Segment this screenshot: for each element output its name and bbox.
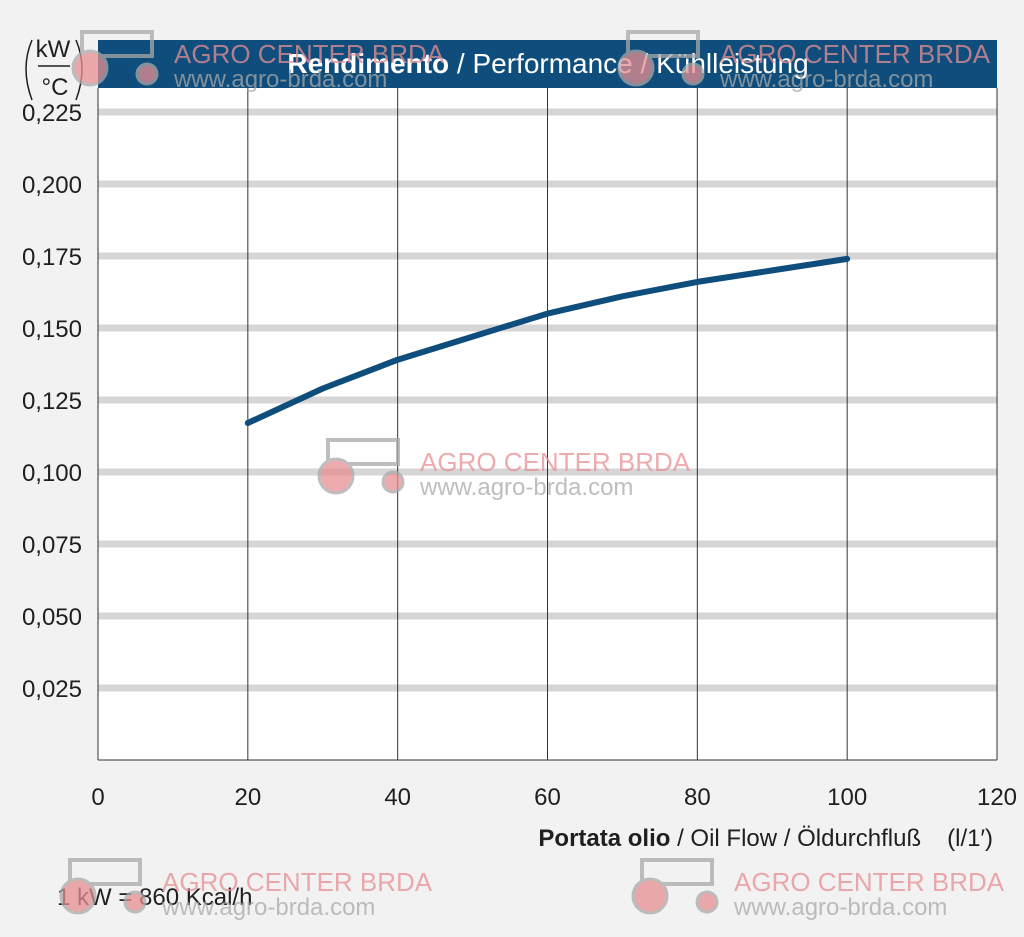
chart-title-bar: Rendimento / Performance / Kühlleistung: [98, 40, 997, 88]
tractor-wheel-icon: [59, 877, 97, 915]
y-unit-left-paren: [25, 39, 33, 101]
x-label-unit: (l/1′): [947, 825, 993, 852]
tractor-wheel-icon: [71, 49, 109, 87]
y-tick-label: 0,225: [22, 100, 82, 127]
x-tick-label: 60: [534, 784, 561, 811]
tractor-wheel-icon: [381, 470, 405, 494]
y-tick-label: 0,075: [22, 532, 82, 559]
series-line: [244, 255, 851, 426]
x-tick-labels: 0 20 40 60 80 100 120: [91, 784, 1017, 811]
y-tick-label: 0,150: [22, 316, 82, 343]
watermark-name: AGRO CENTER BRDA: [420, 447, 691, 477]
y-unit-denominator: °C: [42, 74, 69, 101]
watermark-url: www.agro-brda.com: [733, 894, 947, 921]
tractor-wheel-icon: [317, 457, 355, 495]
y-tick-label: 0,175: [22, 244, 82, 271]
x-label-rest-part: / Oil Flow / Öldurchfluß: [670, 825, 921, 852]
y-tick-label: 0,200: [22, 172, 82, 199]
tractor-wheel-icon: [631, 877, 669, 915]
y-axis-unit: kW °C: [25, 36, 83, 101]
tractor-icon: [640, 858, 714, 886]
tractor-wheel-icon: [695, 890, 719, 914]
x-tick-label: 0: [91, 784, 104, 811]
tractor-wheel-icon: [135, 62, 159, 86]
watermark-url: www.agro-brda.com: [173, 66, 387, 93]
x-tick-label: 100: [827, 784, 867, 811]
data-series: [244, 255, 851, 426]
y-tick-label: 0,100: [22, 460, 82, 487]
x-tick-label: 20: [234, 784, 261, 811]
title-bold-part: Rendimento: [287, 48, 449, 79]
x-tick-label: 120: [977, 784, 1017, 811]
watermark-url: www.agro-brda.com: [161, 894, 375, 921]
y-tick-label: 0,125: [22, 388, 82, 415]
watermark-url: www.agro-brda.com: [719, 66, 933, 93]
watermark-name: AGRO CENTER BRDA: [734, 867, 1005, 897]
watermark-url: www.agro-brda.com: [419, 474, 633, 501]
tractor-icon: [626, 30, 700, 58]
watermark-name: AGRO CENTER BRDA: [174, 39, 445, 69]
y-tick-labels: 0,025 0,050 0,075 0,100 0,125 0,150 0,175 0,200…: [22, 100, 82, 703]
y-tick-label: 0,050: [22, 604, 82, 631]
x-tick-label: 40: [384, 784, 411, 811]
x-tick-label: 80: [684, 784, 711, 811]
tractor-wheel-icon: [123, 890, 147, 914]
y-unit-numerator: kW: [36, 36, 71, 63]
tractor-wheel-icon: [681, 62, 705, 86]
tractor-icon: [80, 30, 154, 58]
title-bar-background: [98, 40, 997, 88]
tractor-icon: [326, 438, 400, 466]
watermark-name: AGRO CENTER BRDA: [162, 867, 433, 897]
watermark-name: AGRO CENTER BRDA: [720, 39, 991, 69]
tractor-icon: [68, 858, 142, 886]
x-label-bold-part: Portata olio: [538, 825, 670, 852]
x-axis-label: Portata olio / Oil Flow / Öldurchfluß (l/…: [538, 825, 993, 852]
y-tick-label: 0,025: [22, 676, 82, 703]
tractor-wheel-icon: [617, 49, 655, 87]
